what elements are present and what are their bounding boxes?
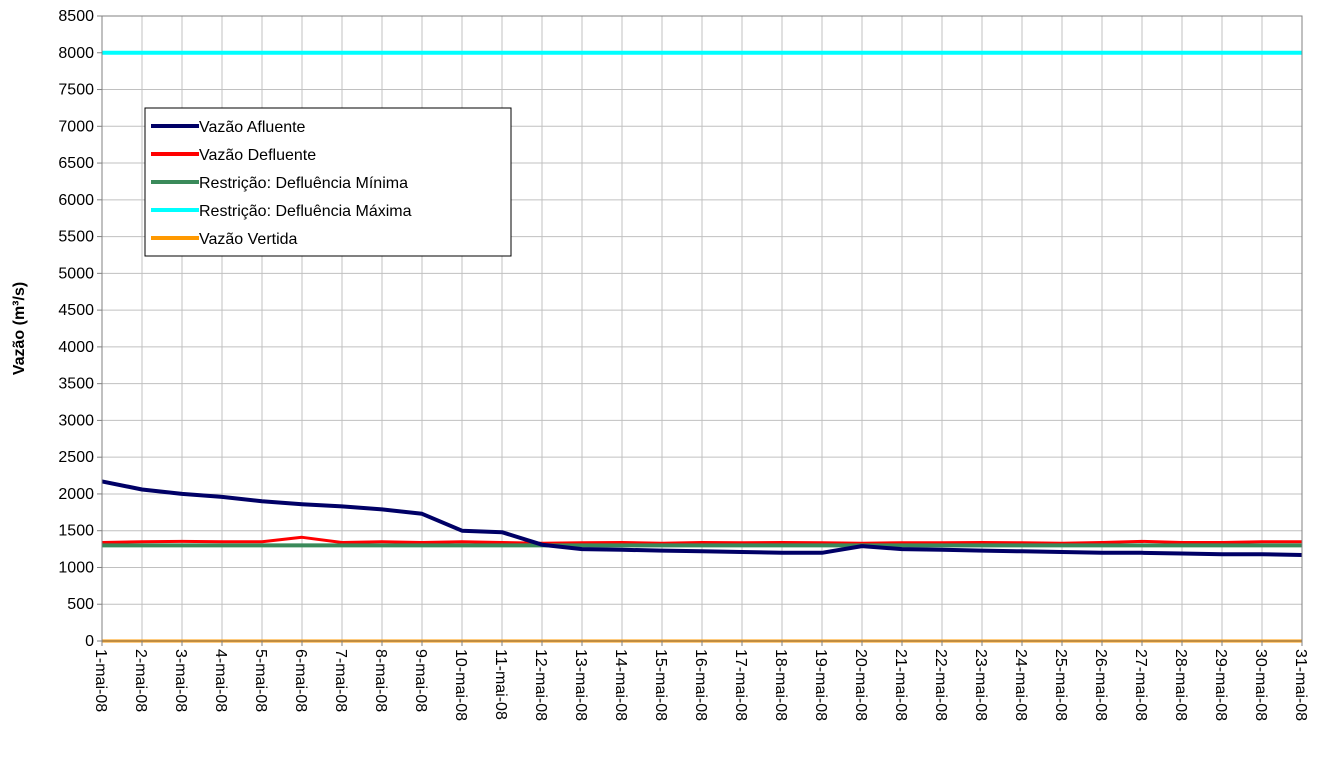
y-tick-label: 3500 <box>58 376 94 393</box>
x-tick-label: 13-mai-08 <box>572 649 589 721</box>
x-tick-label: 9-mai-08 <box>412 649 429 712</box>
x-tick-label: 7-mai-08 <box>332 649 349 712</box>
x-tick-label: 1-mai-08 <box>92 649 109 712</box>
x-tick-label: 21-mai-08 <box>892 649 909 721</box>
y-tick-label: 7000 <box>58 118 94 135</box>
legend-box <box>144 107 512 257</box>
x-tick-label: 24-mai-08 <box>1012 649 1029 721</box>
x-tick-label: 18-mai-08 <box>772 649 789 721</box>
x-tick-label: 2-mai-08 <box>132 649 149 712</box>
series-line-0 <box>101 479 1303 557</box>
x-tick-label: 14-mai-08 <box>612 649 629 721</box>
y-axis-title: Vazão (m³/s) <box>11 282 28 375</box>
y-tick-label: 7500 <box>58 82 94 99</box>
y-axis-ticks: 0 500 1000 1500 2000 2500 3000 3500 4000 4500 5000… <box>58 8 102 650</box>
y-tick-label: 1000 <box>58 559 94 576</box>
y-tick-label: 3000 <box>58 412 94 429</box>
legend: Vazão Afluente Vazão Defluente Restrição: … <box>144 107 512 257</box>
y-tick-label: 6000 <box>58 192 94 209</box>
legend-label: Vazão Defluente <box>199 147 316 164</box>
x-tick-label: 22-mai-08 <box>932 649 949 721</box>
x-tick-label: 23-mai-08 <box>972 649 989 721</box>
x-tick-label: 26-mai-08 <box>1092 649 1109 721</box>
x-tick-label: 29-mai-08 <box>1212 649 1229 721</box>
x-tick-label: 3-mai-08 <box>172 649 189 712</box>
x-tick-label: 25-mai-08 <box>1052 649 1069 721</box>
x-tick-label: 27-mai-08 <box>1132 649 1149 721</box>
legend-label: Restrição: Defluência Mínima <box>199 175 408 192</box>
x-tick-label: 31-mai-08 <box>1292 649 1309 721</box>
y-tick-label: 2000 <box>58 486 94 503</box>
y-tick-label: 4000 <box>58 339 94 356</box>
y-tick-label: 8500 <box>58 8 94 25</box>
x-tick-label: 4-mai-08 <box>212 649 229 712</box>
x-tick-label: 12-mai-08 <box>532 649 549 721</box>
x-tick-label: 6-mai-08 <box>292 649 309 712</box>
y-tick-label: 6500 <box>58 155 94 172</box>
x-tick-label: 30-mai-08 <box>1252 649 1269 721</box>
y-tick-label: 1500 <box>58 523 94 540</box>
y-tick-label: 500 <box>67 596 94 613</box>
series-line-1 <box>101 535 1302 545</box>
x-tick-label: 8-mai-08 <box>372 649 389 712</box>
x-tick-label: 16-mai-08 <box>692 649 709 721</box>
x-axis-ticks: 1-mai-08 2-mai-08 3-mai-08 4-mai-08 5-mai-08… <box>92 641 1309 721</box>
x-tick-label: 20-mai-08 <box>852 649 869 721</box>
x-tick-label: 19-mai-08 <box>812 649 829 721</box>
y-tick-label: 4500 <box>58 302 94 319</box>
y-tick-label: 5000 <box>58 265 94 282</box>
y-tick-label: 8000 <box>58 45 94 62</box>
x-tick-label: 11-mai-08 <box>492 649 509 720</box>
legend-label: Vazão Vertida <box>199 231 298 248</box>
legend-label: Vazão Afluente <box>199 119 306 136</box>
x-tick-label: 10-mai-08 <box>452 649 469 721</box>
x-tick-label: 15-mai-08 <box>652 649 669 721</box>
y-tick-label: 2500 <box>58 449 94 466</box>
x-tick-label: 28-mai-08 <box>1172 649 1189 721</box>
y-tick-label: 0 <box>85 633 94 650</box>
x-tick-label: 17-mai-08 <box>732 649 749 721</box>
x-tick-label: 5-mai-08 <box>252 649 269 712</box>
y-tick-label: 5500 <box>58 229 94 246</box>
legend-label: Restrição: Defluência Máxima <box>199 203 412 220</box>
